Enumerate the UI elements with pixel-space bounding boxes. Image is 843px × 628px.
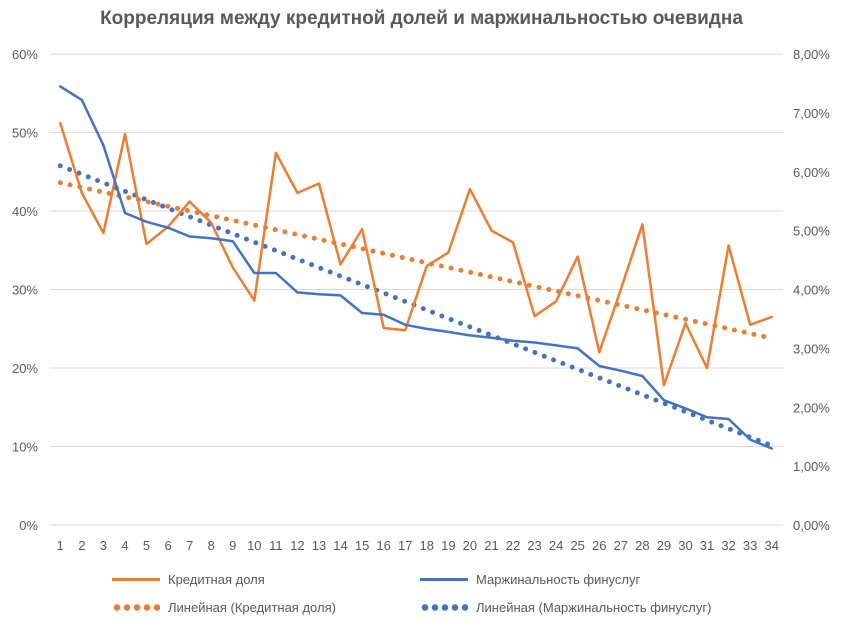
left-tick-label: 0% [19, 518, 38, 533]
x-tick-label: 12 [290, 538, 304, 553]
left-y-axis: 0% 10% 20% 30% 40% 50% 60% [12, 47, 38, 533]
legend-item-credit-trend: Линейная (Кредитная доля) [112, 600, 336, 615]
x-tick-label: 1 [57, 538, 64, 553]
x-tick-label: 19 [441, 538, 455, 553]
series-lines [57, 85, 775, 450]
x-tick-label: 14 [333, 538, 347, 553]
x-tick-label: 25 [570, 538, 584, 553]
x-tick-label: 28 [635, 538, 649, 553]
x-tick-label: 16 [376, 538, 390, 553]
left-tick-label: 50% [12, 126, 38, 141]
x-tick-label: 4 [121, 538, 128, 553]
left-tick-label: 40% [12, 204, 38, 219]
x-tick-label: 5 [143, 538, 150, 553]
legend-swatch-credit-trend [112, 603, 160, 613]
legend-swatch-margin-trend [420, 603, 468, 613]
x-tick-label: 21 [484, 538, 498, 553]
right-tick-label: 2,00% [793, 400, 830, 415]
x-tick-label: 34 [764, 538, 778, 553]
right-tick-label: 5,00% [793, 224, 830, 239]
right-y-axis: 0,00% 1,00% 2,00% 3,00% 4,00% 5,00% 6,00% 7,00%… [793, 47, 830, 533]
x-tick-label: 29 [657, 538, 671, 553]
right-tick-label: 4,00% [793, 283, 830, 298]
series-line-2 [57, 180, 775, 341]
x-tick-label: 3 [100, 538, 107, 553]
left-tick-label: 60% [12, 47, 38, 62]
x-tick-label: 17 [398, 538, 412, 553]
x-tick-label: 30 [678, 538, 692, 553]
x-tick-label: 8 [208, 538, 215, 553]
right-tick-label: 1,00% [793, 459, 830, 474]
legend-label-margin: Маржинальность финуслуг [476, 572, 641, 587]
gridlines [50, 53, 783, 526]
series-line-3 [57, 163, 775, 449]
series-line-1 [59, 85, 773, 450]
x-tick-label: 2 [78, 538, 85, 553]
legend-item-margin-trend: Линейная (Маржинальность финуслуг) [420, 600, 711, 615]
right-tick-label: 7,00% [793, 106, 830, 121]
x-tick-label: 26 [592, 538, 606, 553]
x-tick-label: 24 [549, 538, 563, 553]
x-tick-label: 13 [312, 538, 326, 553]
legend: Кредитная доля Маржинальность финуслуг Л… [0, 560, 843, 628]
left-tick-label: 10% [12, 440, 38, 455]
left-tick-label: 30% [12, 283, 38, 298]
left-tick-label: 20% [12, 361, 38, 376]
right-tick-label: 6,00% [793, 165, 830, 180]
legend-item-credit-share: Кредитная доля [112, 572, 265, 587]
x-tick-label: 7 [186, 538, 193, 553]
legend-swatch-credit-share [112, 575, 160, 585]
right-tick-label: 3,00% [793, 341, 830, 356]
right-tick-label: 8,00% [793, 47, 830, 62]
x-tick-label: 23 [527, 538, 541, 553]
legend-label-credit-trend: Линейная (Кредитная доля) [168, 600, 336, 615]
x-tick-label: 11 [269, 538, 283, 553]
x-tick-label: 33 [743, 538, 757, 553]
legend-swatch-margin [420, 575, 468, 585]
right-tick-label: 0,00% [793, 518, 830, 533]
x-tick-label: 32 [721, 538, 735, 553]
chart-plot: 0% 10% 20% 30% 40% 50% 60% 0,00% 1,00% 2,00% 3,00… [12, 47, 830, 553]
x-tick-label: 10 [247, 538, 261, 553]
chart-title: Корреляция между кредитной долей и маржи… [100, 8, 743, 29]
legend-item-margin: Маржинальность финуслуг [420, 572, 640, 587]
x-tick-label: 20 [463, 538, 477, 553]
x-tick-label: 15 [355, 538, 369, 553]
legend-label-margin-trend: Линейная (Маржинальность финуслуг) [476, 600, 712, 615]
x-axis: 1 2 3 4 5 6 7 8 9 10 11 12 13 14 15 16 17 18 19 20 21 22 23 24 2… [57, 538, 779, 553]
x-tick-label: 6 [164, 538, 171, 553]
x-tick-label: 9 [229, 538, 236, 553]
legend-label-credit-share: Кредитная доля [168, 572, 265, 587]
series-line-0 [59, 121, 773, 387]
x-tick-label: 22 [506, 538, 520, 553]
x-tick-label: 27 [614, 538, 628, 553]
x-tick-label: 31 [700, 538, 714, 553]
x-tick-label: 18 [420, 538, 434, 553]
